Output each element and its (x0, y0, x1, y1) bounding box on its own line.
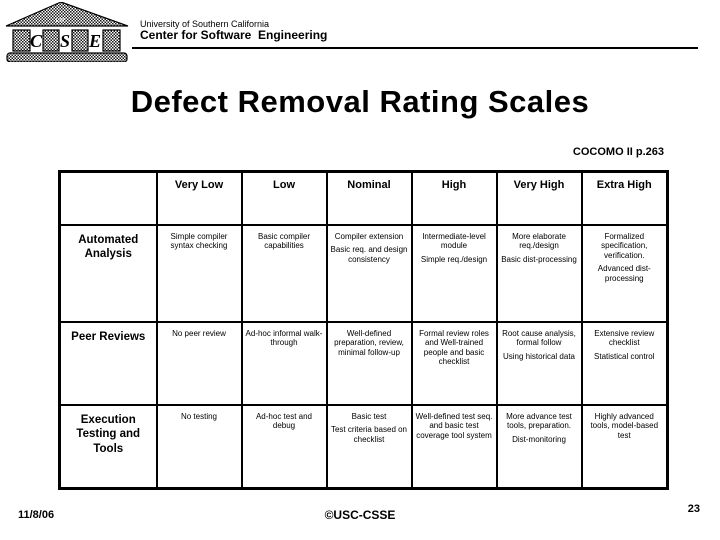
row-header: Peer Reviews (58, 320, 158, 406)
rating-cell: More elaborate req./design Basic dist-pro… (495, 223, 583, 323)
rating-cell: More advance test tools, preparation. Dis… (495, 403, 583, 490)
column-header-nominal: Nominal (325, 170, 413, 226)
rating-cell: Formal review roles and Well-trained peo… (410, 320, 498, 406)
rating-cell: Well-defined test seq. and basic test co… (410, 403, 498, 490)
rating-cell: Extensive review checklist Statistical co… (580, 320, 669, 406)
masthead: University of Southern California Center… (140, 19, 327, 43)
rating-cell: Simple compiler syntax checking (155, 223, 243, 323)
logo-letter-s: S (60, 31, 70, 51)
footer-date: 11/8/06 (18, 509, 55, 521)
table-body: Automated Analysis Simple compiler syntax… (58, 223, 669, 490)
column-header-very-high: Very High (495, 170, 583, 226)
rating-cell: Root cause analysis, formal follow Using … (495, 320, 583, 406)
slide-title: Defect Removal Rating Scales (130, 84, 590, 119)
table-row: Peer Reviews No peer review Ad-hoc informa… (58, 320, 669, 406)
reference-label: COCOMO II p.263 (572, 146, 664, 158)
university-name: University of Southern California (140, 19, 270, 29)
corner-cell (58, 170, 158, 226)
table-row: Execution Testing and Tools No testing Ad-… (58, 403, 669, 490)
rating-cell: Well-defined preparation, review, minima… (325, 320, 413, 406)
cse-temple-logo-icon: USC C S E (5, 2, 129, 62)
table-head-row: Very Low Low Nominal High Very High Extra Hig… (58, 170, 669, 226)
rating-cell: Compiler extension Basic req. and design … (325, 223, 413, 323)
rating-cell: Basic compiler capabilities (240, 223, 328, 323)
logo-letter-e: E (88, 31, 101, 51)
rating-cell: Intermediate-level module Simple req./des… (410, 223, 498, 323)
page-number: 23 (687, 503, 700, 515)
rating-cell: Formalized specification, verification. A… (580, 223, 669, 323)
row-header: Automated Analysis (58, 223, 158, 323)
logo-roof-text: USC (55, 18, 67, 24)
header-divider (132, 47, 698, 49)
rating-cell: Ad-hoc test and debug (240, 403, 328, 490)
logo-letter-c: C (30, 31, 43, 51)
rating-cell: Ad-hoc informal walk-through (240, 320, 328, 406)
table-row: Automated Analysis Simple compiler syntax… (58, 223, 669, 323)
rating-cell: Basic test Test criteria based on checkli… (325, 403, 413, 490)
rating-scales-table: Very Low Low Nominal High Very High Extra Hig… (58, 170, 669, 490)
column-header-low: Low (240, 170, 328, 226)
column-header-very-low: Very Low (155, 170, 243, 226)
footer-copyright: ©USC-CSSE (324, 508, 396, 522)
rating-cell: No peer review (155, 320, 243, 406)
rating-cell: No testing (155, 403, 243, 490)
center-name: Center for Software Engineering (140, 28, 328, 43)
row-header: Execution Testing and Tools (58, 403, 158, 490)
column-header-extra-high: Extra High (580, 170, 669, 226)
rating-cell: Highly advanced tools, model-based test (580, 403, 669, 490)
column-header-high: High (410, 170, 498, 226)
